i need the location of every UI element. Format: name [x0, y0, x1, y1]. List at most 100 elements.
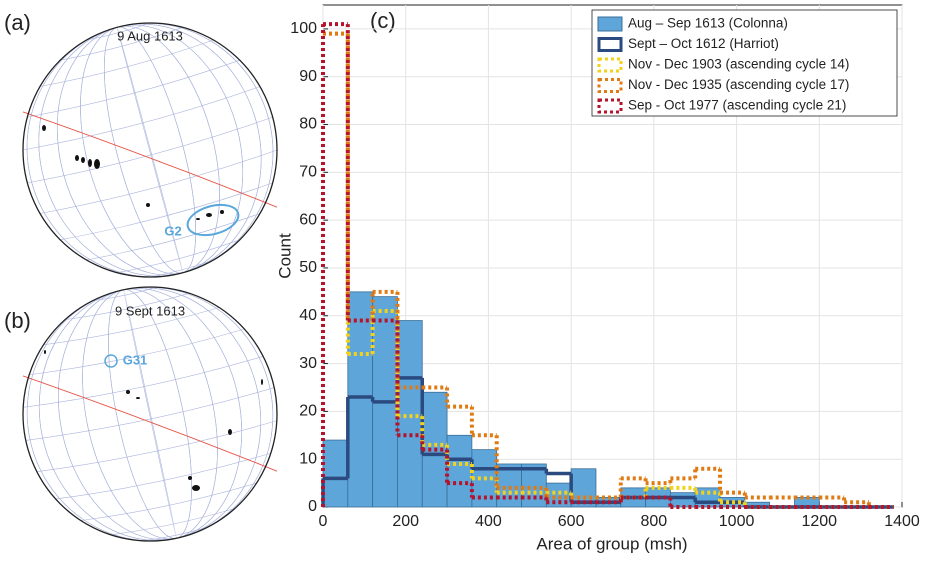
parallel [86, 22, 151, 41]
y-tick-label: 60 [299, 211, 317, 228]
sunspot [206, 213, 212, 217]
group-label: G2 [164, 223, 181, 238]
sunspot [126, 390, 130, 394]
parallel [110, 508, 236, 536]
legend-box [591, 9, 898, 117]
sunspot [261, 379, 263, 385]
x-tick-label: 400 [475, 513, 502, 530]
disk-limb [22, 286, 278, 542]
x-axis-label: Area of group (msh) [536, 534, 687, 553]
sun-disk [22, 22, 278, 278]
y-axis-label: Count [275, 233, 294, 279]
bar [521, 463, 547, 508]
meridian [38, 23, 262, 277]
parallel [92, 286, 157, 302]
parallel [27, 116, 273, 184]
panel-label: (b) [4, 308, 31, 333]
sunspot [75, 155, 79, 161]
parallel [22, 86, 261, 151]
x-tick-label: 1000 [719, 513, 755, 530]
x-tick-label: 600 [558, 513, 585, 530]
y-tick-label: 20 [299, 403, 317, 420]
sunspot [94, 159, 100, 169]
meridian [38, 23, 262, 277]
parallel [39, 39, 214, 87]
parallel [27, 59, 240, 118]
sunspot [228, 429, 232, 435]
y-tick-label: 70 [299, 164, 317, 181]
bar [347, 291, 374, 508]
y-tick-label: 100 [290, 20, 317, 37]
sunspot [220, 210, 224, 214]
parallel [64, 292, 190, 320]
y-tick-label: 80 [299, 116, 317, 133]
meridian [123, 289, 177, 539]
parallel [29, 328, 245, 376]
meridian [26, 22, 274, 278]
sunspot [44, 350, 46, 354]
disk-grid [22, 22, 278, 278]
y-tick-label: 30 [299, 355, 317, 372]
disk-limb [22, 22, 278, 278]
bar [397, 320, 423, 508]
legend-swatch [597, 78, 623, 93]
parallel [55, 452, 271, 500]
x-tick-label: 1200 [801, 513, 837, 530]
disk-date: 9 Aug 1613 [117, 28, 183, 43]
legend-swatch [597, 37, 623, 52]
y-tick-label: 10 [299, 450, 317, 467]
meridian [108, 289, 192, 539]
parallel [149, 259, 214, 278]
y-tick-label: 40 [299, 307, 317, 324]
sunspot [81, 157, 85, 163]
bar [446, 434, 473, 508]
meridian [80, 25, 220, 275]
sunspot [136, 397, 140, 399]
parallel [60, 27, 183, 61]
panel-label: (a) [4, 10, 31, 35]
parallel [143, 526, 208, 542]
legend-swatch [597, 57, 623, 73]
meridian [56, 24, 244, 276]
bar [322, 439, 349, 508]
legend-label: Aug – Sep 1613 (Colonna) [628, 16, 788, 31]
legend-swatch [597, 98, 623, 114]
sunspot [88, 159, 92, 167]
y-tick-label: 90 [299, 68, 317, 85]
group-circle [104, 354, 118, 368]
x-tick-label: 800 [641, 513, 668, 530]
sun-disk [22, 286, 278, 542]
parallel [86, 213, 261, 261]
x-tick-label: 200 [392, 513, 419, 530]
x-tick-label: 0 [319, 513, 328, 530]
group-circle [186, 203, 240, 237]
meridian [80, 25, 220, 275]
parallel [23, 356, 264, 408]
legend-swatch [597, 16, 623, 32]
legend-label: Nov - Dec 1935 (ascending cycle 17) [628, 77, 849, 92]
meridian [26, 22, 274, 278]
parallel [117, 239, 240, 273]
meridian [56, 24, 244, 276]
ecliptic [22, 111, 278, 208]
meridian [103, 26, 197, 274]
legend-label: Nov - Dec 1903 (ascending cycle 14) [628, 57, 849, 72]
sunspot [146, 203, 150, 207]
bar [670, 492, 696, 508]
parallel [60, 182, 273, 241]
sunspot [192, 485, 200, 491]
parallel [39, 149, 278, 214]
legend-label: Sep - Oct 1977 (ascending cycle 21) [628, 98, 846, 113]
group-label: G31 [123, 352, 148, 367]
x-tick-label: 1400 [884, 513, 920, 530]
y-tick-label: 50 [299, 259, 317, 276]
parallel [25, 387, 275, 441]
sunspot [196, 218, 200, 220]
sunspot [42, 125, 46, 131]
parallel [43, 307, 220, 346]
y-tick-label: 0 [308, 498, 317, 515]
ecliptic [22, 375, 278, 472]
legend-label: Sept – Oct 1612 (Harriot) [628, 36, 779, 51]
parallel [36, 420, 277, 472]
